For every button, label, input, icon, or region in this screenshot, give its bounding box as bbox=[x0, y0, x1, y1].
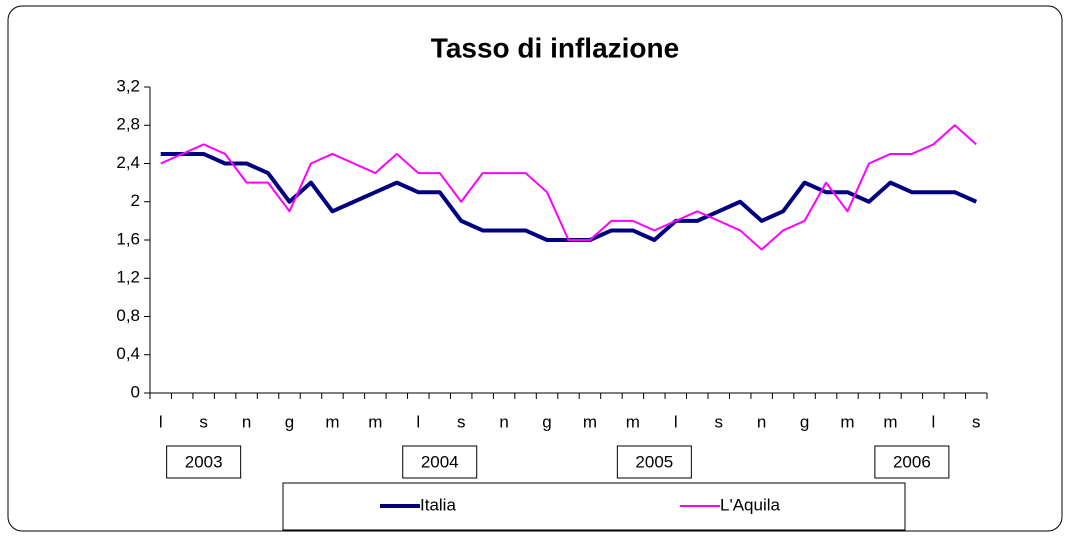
legend-box bbox=[282, 482, 906, 531]
year-label: 2006 bbox=[893, 452, 931, 471]
year-box bbox=[616, 445, 692, 479]
x-tick-label: s bbox=[199, 412, 208, 431]
x-tick-label: l bbox=[416, 412, 420, 431]
x-tick-label: l bbox=[674, 412, 678, 431]
series-line bbox=[160, 124, 977, 251]
y-tick-label: 2,8 bbox=[116, 115, 140, 134]
x-tick-label: l bbox=[159, 412, 163, 431]
x-tick-label: s bbox=[972, 412, 981, 431]
x-tick-label: m bbox=[883, 412, 897, 431]
x-tick-label: g bbox=[285, 412, 294, 431]
chart-title: Tasso di inflazione bbox=[431, 32, 679, 63]
x-tick-label: m bbox=[583, 412, 597, 431]
legend-label: Italia bbox=[420, 495, 456, 514]
y-tick-label: 1,2 bbox=[116, 268, 140, 287]
x-tick-label: n bbox=[757, 412, 766, 431]
y-tick-label: 0,8 bbox=[116, 306, 140, 325]
y-tick-label: 0,4 bbox=[116, 344, 140, 363]
legend-label: L'Aquila bbox=[720, 495, 781, 514]
year-label: 2003 bbox=[185, 452, 223, 471]
x-tick-label: m bbox=[368, 412, 382, 431]
y-tick-label: 3,2 bbox=[116, 76, 140, 95]
year-box bbox=[402, 445, 478, 479]
x-tick-label: l bbox=[931, 412, 935, 431]
year-label: 2005 bbox=[635, 452, 673, 471]
x-tick-label: n bbox=[499, 412, 508, 431]
x-tick-label: g bbox=[542, 412, 551, 431]
chart-border bbox=[7, 5, 1063, 532]
x-tick-label: g bbox=[800, 412, 809, 431]
year-label: 2004 bbox=[421, 452, 459, 471]
x-tick-label: s bbox=[457, 412, 466, 431]
x-tick-label: m bbox=[626, 412, 640, 431]
x-tick-label: m bbox=[325, 412, 339, 431]
x-tick-label: n bbox=[242, 412, 251, 431]
x-tick-label: m bbox=[840, 412, 854, 431]
x-tick-label: s bbox=[714, 412, 723, 431]
y-tick-label: 1,6 bbox=[116, 229, 140, 248]
y-tick-label: 2 bbox=[131, 191, 140, 210]
y-tick-label: 2,4 bbox=[116, 153, 140, 172]
year-box bbox=[874, 445, 950, 479]
y-tick-label: 0 bbox=[131, 382, 140, 401]
year-box bbox=[166, 445, 242, 479]
